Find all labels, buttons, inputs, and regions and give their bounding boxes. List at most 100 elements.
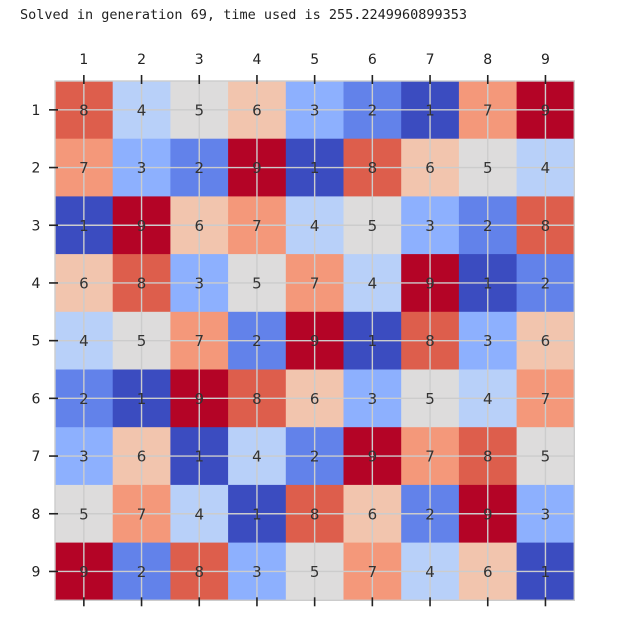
cell-value-label: 5 [194, 101, 204, 119]
y-tick-label: 9 [32, 564, 41, 580]
cell-value-label: 4 [310, 217, 320, 235]
cell-value-label: 3 [425, 217, 435, 235]
cell-value-label: 6 [137, 448, 147, 466]
cell-value-label: 5 [252, 274, 262, 292]
cell-value-label: 5 [79, 505, 89, 523]
cell-value-label: 1 [252, 505, 262, 523]
cell-value-label: 8 [425, 332, 435, 350]
cell-value-label: 2 [79, 390, 89, 408]
cell-value-label: 1 [310, 159, 320, 177]
heatmap-grid-lines [54, 80, 575, 601]
cell-value-label: 1 [541, 563, 551, 581]
cell-value-label: 2 [425, 505, 435, 523]
x-tick-label: 7 [426, 52, 435, 68]
cell-value-label: 5 [483, 159, 493, 177]
cell-value-label: 7 [425, 448, 435, 466]
cell-value-label: 7 [137, 505, 147, 523]
y-tick-label: 2 [32, 161, 41, 177]
cell-value-label: 2 [483, 217, 493, 235]
cell-value-label: 3 [79, 448, 89, 466]
x-tick-label: 6 [368, 52, 377, 68]
cell-value-label: 8 [483, 448, 493, 466]
cell-value-label: 7 [79, 159, 89, 177]
cell-value-label: 3 [541, 505, 551, 523]
x-tick-label: 9 [541, 52, 550, 68]
y-tick-label: 6 [32, 391, 41, 407]
cell-value-label: 4 [541, 159, 551, 177]
cell-value-label: 6 [425, 159, 435, 177]
x-tick-label: 4 [252, 52, 261, 68]
cell-value-label: 6 [194, 217, 204, 235]
cell-value-label: 4 [194, 505, 204, 523]
cell-value-label: 7 [194, 332, 204, 350]
cell-value-label: 1 [483, 274, 493, 292]
cell-value-label: 2 [310, 448, 320, 466]
cell-value-label: 9 [310, 332, 320, 350]
cell-value-label: 9 [368, 448, 378, 466]
cell-value-label: 1 [368, 332, 378, 350]
cell-value-label: 3 [483, 332, 493, 350]
cell-value-label: 7 [252, 217, 262, 235]
cell-value-label: 6 [310, 390, 320, 408]
cell-value-label: 3 [194, 274, 204, 292]
cell-value-label: 7 [483, 101, 493, 119]
cell-value-label: 9 [252, 159, 262, 177]
cell-value-label: 1 [79, 217, 89, 235]
cell-value-label: 5 [310, 563, 320, 581]
cell-value-label: 3 [137, 159, 147, 177]
cell-value-label: 8 [252, 390, 262, 408]
y-tick-label: 8 [32, 507, 41, 523]
y-tick-label: 3 [32, 218, 41, 234]
cell-value-label: 6 [541, 332, 551, 350]
cell-value-labels: 8 4 5 6 3 2 1 7 9 7 3 2 9 1 8 6 5 4 1 9 6 7 4 5 3 2 8 6 8 3 5 7 4 9 1 2 4 5 7 2… [79, 101, 550, 581]
x-tick-label: 5 [310, 52, 319, 68]
cell-value-label: 8 [79, 101, 89, 119]
cell-value-label: 3 [310, 101, 320, 119]
cell-value-label: 3 [368, 390, 378, 408]
cell-value-label: 9 [541, 101, 551, 119]
x-tick-label: 1 [79, 52, 88, 68]
cell-value-label: 6 [483, 563, 493, 581]
cell-value-label: 8 [194, 563, 204, 581]
cell-value-label: 4 [137, 101, 147, 119]
cell-value-label: 2 [252, 332, 262, 350]
cell-value-label: 2 [194, 159, 204, 177]
cell-value-label: 9 [425, 274, 435, 292]
cell-value-label: 3 [252, 563, 262, 581]
cell-value-label: 8 [368, 159, 378, 177]
cell-value-label: 9 [194, 390, 204, 408]
y-tick-label: 4 [32, 276, 41, 292]
x-tick-label: 3 [195, 52, 204, 68]
cell-value-label: 9 [483, 505, 493, 523]
cell-value-label: 1 [425, 101, 435, 119]
cell-value-label: 7 [310, 274, 320, 292]
output-status-text: Solved in generation 69, time used is 25… [20, 7, 468, 23]
cell-value-label: 1 [194, 448, 204, 466]
y-tick-label: 7 [32, 449, 41, 465]
cell-value-label: 5 [137, 332, 147, 350]
cell-value-label: 4 [252, 448, 262, 466]
cell-value-label: 4 [483, 390, 493, 408]
cell-value-label: 6 [79, 274, 89, 292]
y-tick-label: 5 [32, 334, 41, 350]
cell-value-label: 5 [368, 217, 378, 235]
cell-value-label: 8 [137, 274, 147, 292]
cell-value-label: 9 [79, 563, 89, 581]
cell-value-label: 4 [368, 274, 378, 292]
cell-value-label: 2 [137, 563, 147, 581]
cell-value-label: 4 [425, 563, 435, 581]
y-tick-label: 1 [32, 103, 41, 119]
x-tick-label: 2 [137, 52, 146, 68]
axis-ticks: 1 2 3 4 5 6 7 8 9 1 2 3 4 5 6 7 8 9 [32, 52, 550, 607]
cell-value-label: 2 [368, 101, 378, 119]
cell-value-label: 5 [541, 448, 551, 466]
cell-value-label: 2 [541, 274, 551, 292]
cell-value-label: 9 [137, 217, 147, 235]
cell-value-label: 6 [252, 101, 262, 119]
cell-value-label: 8 [310, 505, 320, 523]
x-tick-label: 8 [483, 52, 492, 68]
cell-value-label: 1 [137, 390, 147, 408]
cell-value-label: 4 [79, 332, 89, 350]
cell-value-label: 7 [541, 390, 551, 408]
